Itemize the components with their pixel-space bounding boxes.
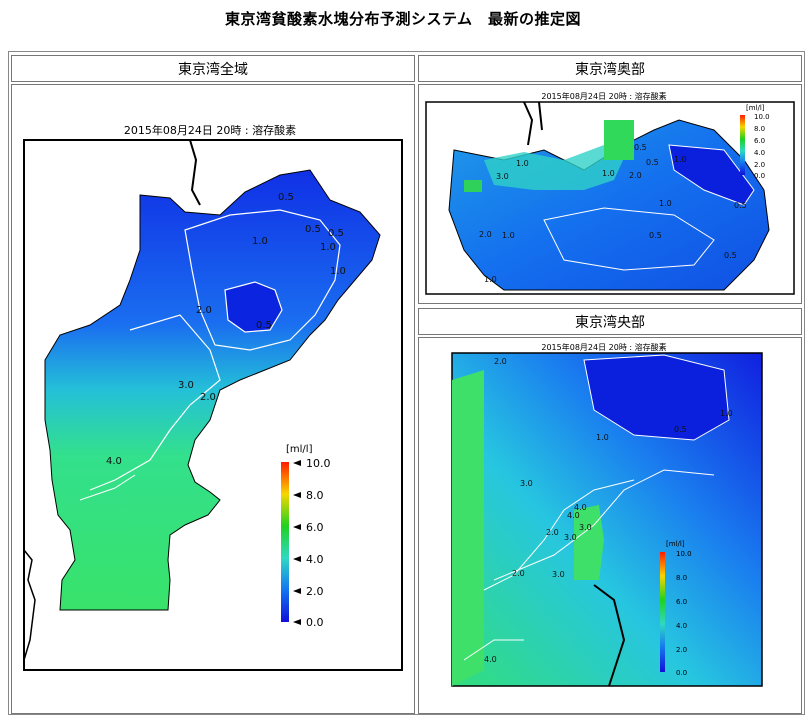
central-bay-west-shelf bbox=[452, 370, 484, 686]
legend-color-bar bbox=[281, 462, 289, 622]
inner-bay-river bbox=[523, 101, 543, 146]
svg-text:0.5: 0.5 bbox=[649, 231, 662, 240]
svg-text:4.0: 4.0 bbox=[106, 456, 122, 467]
central-bay-east-shelf bbox=[574, 505, 604, 580]
svg-text:0.5: 0.5 bbox=[734, 201, 747, 210]
central-bay-contour-1 bbox=[493, 469, 715, 581]
header-inner-bay: 東京湾奥部 bbox=[418, 55, 802, 82]
central-bay-core bbox=[583, 354, 730, 441]
central-bay-legend: [ml/l] 10.0 8.0 6.0 4.0 2.0 0.0 bbox=[660, 540, 692, 677]
svg-text:0.5: 0.5 bbox=[634, 143, 647, 152]
whole-bay-caption: 2015年08月24日 20時 : 溶存酸素 bbox=[124, 123, 296, 137]
inner-bay-caption: 2015年08月24日 20時 : 溶存酸素 bbox=[541, 91, 666, 101]
svg-text:2.0: 2.0 bbox=[676, 646, 687, 654]
central-bay-contour-labels: 2.0 0.5 1.0 1.0 3.0 4.0 2.0 3.0 3.0 4.0 … bbox=[484, 357, 733, 664]
svg-text:1.0: 1.0 bbox=[252, 236, 268, 247]
inner-bay-land-patch bbox=[464, 180, 482, 192]
svg-text:0.5: 0.5 bbox=[724, 251, 737, 260]
svg-text:4.0: 4.0 bbox=[484, 655, 497, 664]
whole-bay-contour-4 bbox=[79, 474, 136, 501]
svg-text:2.0: 2.0 bbox=[512, 569, 525, 578]
svg-text:6.0: 6.0 bbox=[754, 137, 765, 145]
svg-text:0.5: 0.5 bbox=[305, 224, 321, 235]
inner-bay-map: 2015年08月24日 20時 : 溶存酸素 1.0 3.0 2.0 1.0 1… bbox=[425, 91, 795, 295]
central-bay-contour-3 bbox=[463, 639, 524, 661]
svg-text:1.0: 1.0 bbox=[720, 409, 733, 418]
svg-text:1.0: 1.0 bbox=[320, 242, 336, 253]
whole-bay-contour-labels: 0.5 1.0 1.0 1.0 0.5 0.5 2.0 0.5 3.0 2.0 … bbox=[106, 192, 346, 467]
inner-bay-core-1 bbox=[668, 144, 755, 206]
svg-text:3.0: 3.0 bbox=[552, 570, 565, 579]
svg-text:3.0: 3.0 bbox=[496, 172, 509, 181]
svg-text:0.0: 0.0 bbox=[676, 669, 687, 677]
svg-text:3.0: 3.0 bbox=[564, 533, 577, 542]
svg-text:3.0: 3.0 bbox=[579, 523, 592, 532]
svg-text:6.0: 6.0 bbox=[676, 598, 687, 606]
svg-text:[ml/l]: [ml/l] bbox=[666, 540, 685, 548]
whole-bay-sea bbox=[44, 169, 381, 611]
inner-bay-shore-patch bbox=[604, 120, 634, 160]
inner-bay-shallow bbox=[484, 145, 624, 190]
svg-text:10.0: 10.0 bbox=[306, 457, 331, 470]
svg-text:2.0: 2.0 bbox=[754, 161, 765, 169]
whole-bay-river bbox=[189, 139, 201, 206]
svg-text:8.0: 8.0 bbox=[754, 125, 765, 133]
svg-text:10.0: 10.0 bbox=[754, 113, 770, 121]
svg-text:3.0: 3.0 bbox=[178, 380, 194, 391]
svg-text:3.0: 3.0 bbox=[520, 479, 533, 488]
svg-text:0.0: 0.0 bbox=[754, 172, 765, 180]
page-title: 東京湾貧酸素水塊分布予測システム 最新の推定図 bbox=[224, 10, 582, 28]
svg-text:1.0: 1.0 bbox=[596, 433, 609, 442]
central-bay-map: 2015年08月24日 20時 : 溶存酸素 2.0 0.5 1.0 1.0 3… bbox=[451, 342, 763, 687]
central-bay-contour-2 bbox=[483, 479, 635, 591]
svg-text:0.5: 0.5 bbox=[328, 228, 344, 239]
svg-text:2.0: 2.0 bbox=[629, 171, 642, 180]
whole-bay-contour-1 bbox=[184, 209, 341, 351]
svg-text:2.0: 2.0 bbox=[200, 392, 216, 403]
svg-text:0.5: 0.5 bbox=[256, 320, 272, 331]
inner-bay-legend: [ml/l] 10.0 8.0 6.0 4.0 2.0 0.0 bbox=[740, 104, 770, 180]
svg-text:0.5: 0.5 bbox=[278, 192, 294, 203]
inner-bay-contour-labels: 1.0 3.0 2.0 1.0 1.0 0.5 0.5 2.0 1.0 0.5 … bbox=[479, 143, 747, 284]
svg-text:2.0: 2.0 bbox=[479, 230, 492, 239]
inner-bay-contour bbox=[543, 207, 715, 271]
svg-text:8.0: 8.0 bbox=[676, 574, 687, 582]
svg-text:4.0: 4.0 bbox=[567, 511, 580, 520]
svg-text:4.0: 4.0 bbox=[306, 553, 324, 566]
svg-text:2.0: 2.0 bbox=[546, 528, 559, 537]
svg-text:1.0: 1.0 bbox=[484, 275, 497, 284]
svg-text:1.0: 1.0 bbox=[516, 159, 529, 168]
svg-text:2.0: 2.0 bbox=[196, 305, 212, 316]
svg-text:2.0: 2.0 bbox=[306, 585, 324, 598]
svg-text:1.0: 1.0 bbox=[602, 169, 615, 178]
header-whole-bay: 東京湾全域 bbox=[11, 55, 415, 82]
svg-text:0.0: 0.0 bbox=[306, 616, 324, 629]
svg-text:8.0: 8.0 bbox=[306, 489, 324, 502]
whole-bay-contour-3 bbox=[89, 314, 221, 491]
whole-bay-west-coast bbox=[23, 549, 36, 661]
svg-text:4.0: 4.0 bbox=[574, 503, 587, 512]
central-bay-caption: 2015年08月24日 20時 : 溶存酸素 bbox=[541, 342, 666, 352]
header-central-bay: 東京湾央部 bbox=[418, 308, 802, 335]
central-bay-coast bbox=[593, 584, 626, 687]
svg-text:2.0: 2.0 bbox=[494, 357, 507, 366]
maps-table bbox=[8, 51, 805, 715]
svg-text:6.0: 6.0 bbox=[306, 521, 324, 534]
svg-text:[ml/l]: [ml/l] bbox=[746, 104, 765, 112]
svg-text:[ml/l]: [ml/l] bbox=[286, 444, 313, 455]
svg-text:0.5: 0.5 bbox=[674, 425, 687, 434]
svg-text:1.0: 1.0 bbox=[674, 155, 687, 164]
svg-text:10.0: 10.0 bbox=[676, 550, 692, 558]
svg-text:4.0: 4.0 bbox=[754, 149, 765, 157]
svg-text:4.0: 4.0 bbox=[676, 622, 687, 630]
whole-bay-low-oxygen-core bbox=[224, 281, 283, 333]
svg-text:1.0: 1.0 bbox=[659, 199, 672, 208]
whole-bay-legend: [ml/l] 10.0 8.0 6.0 4.0 2.0 0.0 bbox=[281, 444, 331, 629]
whole-bay-map: 2015年08月24日 20時 : 溶存酸素 0.5 1.0 1.0 1.0 0… bbox=[23, 123, 403, 671]
svg-text:0.5: 0.5 bbox=[646, 158, 659, 167]
svg-text:1.0: 1.0 bbox=[502, 231, 515, 240]
svg-text:1.0: 1.0 bbox=[330, 266, 346, 277]
